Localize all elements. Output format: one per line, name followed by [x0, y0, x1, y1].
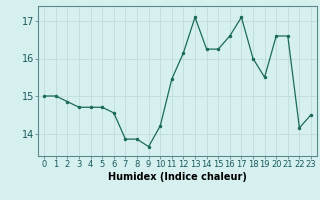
X-axis label: Humidex (Indice chaleur): Humidex (Indice chaleur)	[108, 172, 247, 182]
